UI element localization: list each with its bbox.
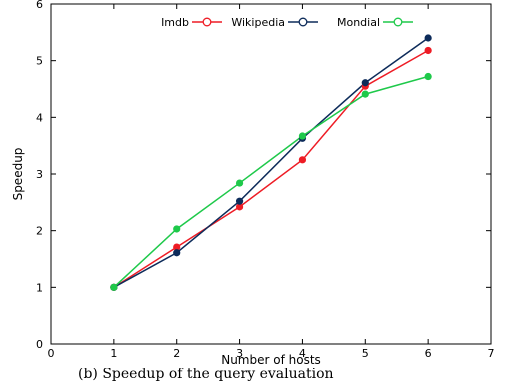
y-tick-label: 0 xyxy=(36,338,43,351)
y-axis-title: Speedup xyxy=(11,148,25,201)
y-tick-label: 5 xyxy=(36,55,43,68)
x-axis-title: Number of hosts xyxy=(221,353,321,367)
series-line xyxy=(113,49,429,288)
legend: Imdb Wikipedia Mondial xyxy=(161,16,413,29)
y-tick-label: 2 xyxy=(36,225,43,238)
figure-caption: (b) Speedup of the query evaluation xyxy=(0,368,514,381)
caption-text: (b) Speedup of the query evaluation xyxy=(78,368,334,381)
data-point xyxy=(298,132,307,140)
axis-ticks: 0 1 2 3 4 5 6 7 0 1 2 3 4 5 6 xyxy=(36,0,495,360)
x-tick-label: 0 xyxy=(48,347,55,360)
x-tick-label: 2 xyxy=(173,347,180,360)
data-series xyxy=(110,34,432,291)
data-point xyxy=(298,156,307,164)
x-tick-label: 5 xyxy=(362,347,369,360)
data-point xyxy=(173,243,181,251)
y-tick-label: 4 xyxy=(36,111,43,124)
x-tick-label: 3 xyxy=(236,347,243,360)
series-line xyxy=(113,37,429,288)
data-point xyxy=(424,72,432,81)
y-tick-label: 1 xyxy=(36,281,43,294)
data-point xyxy=(235,179,244,187)
data-point xyxy=(110,283,118,291)
data-point xyxy=(361,79,369,87)
legend-marker-sample xyxy=(202,17,212,27)
y-tick-label: 6 xyxy=(36,0,43,11)
x-tick-label: 6 xyxy=(425,347,432,360)
data-point xyxy=(235,197,244,205)
data-point xyxy=(424,34,432,42)
data-point xyxy=(173,249,181,257)
legend-label: Imdb xyxy=(161,16,189,29)
legend-label: Mondial xyxy=(337,16,380,29)
legend-marker-sample xyxy=(298,17,308,27)
data-point xyxy=(361,90,369,98)
plot-frame xyxy=(50,3,492,345)
x-tick-label: 1 xyxy=(110,347,117,360)
data-point xyxy=(173,225,181,233)
y-tick-label: 3 xyxy=(36,168,43,181)
series-line xyxy=(113,75,429,288)
legend-label: Wikipedia xyxy=(231,16,285,29)
data-point xyxy=(235,203,244,211)
x-tick-label: 4 xyxy=(299,347,306,360)
x-tick-label: 7 xyxy=(488,347,495,360)
legend-marker-sample xyxy=(393,17,403,27)
data-point xyxy=(424,46,432,55)
